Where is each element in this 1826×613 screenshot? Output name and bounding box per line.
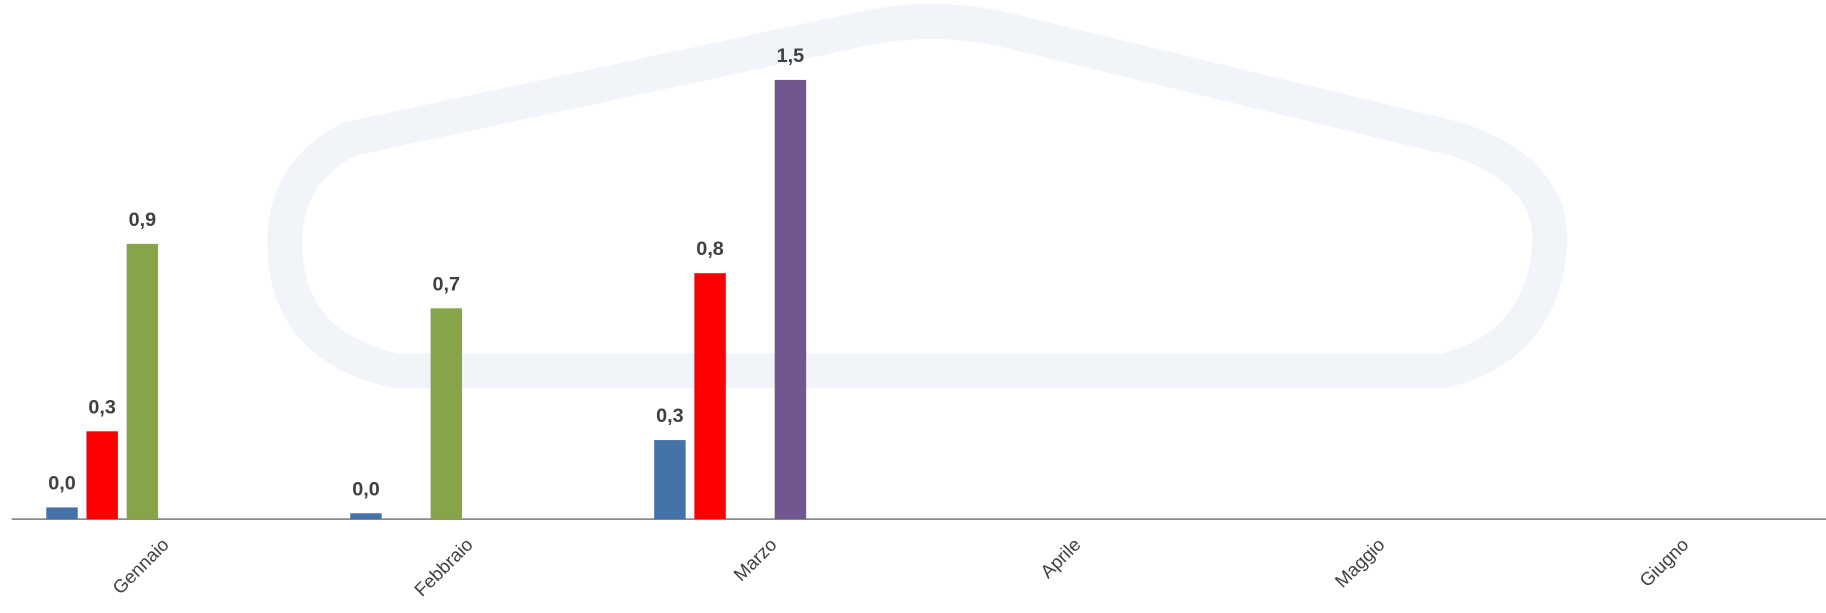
bar [350, 513, 382, 520]
x-tick-label: Gennaio [108, 534, 173, 598]
bar [430, 308, 463, 520]
bar [86, 431, 118, 520]
bar [654, 440, 686, 520]
x-tick-label: Aprile [1036, 534, 1085, 582]
x-tick-label: Giugno [1635, 534, 1692, 591]
value-label: 0,3 [656, 405, 684, 427]
bar [694, 273, 726, 520]
value-label: 1,5 [777, 45, 805, 67]
value-label: 0,9 [129, 209, 157, 231]
value-label: 0,0 [352, 478, 380, 500]
bar [774, 79, 807, 520]
value-label: 0,8 [696, 238, 724, 260]
value-label: 0,0 [48, 472, 76, 494]
x-tick-label: Marzo [729, 534, 780, 585]
x-tick-label: Maggio [1331, 534, 1389, 592]
value-label: 0,7 [433, 273, 461, 295]
watermark [267, 4, 1568, 389]
x-tick-label: Febbraio [410, 534, 477, 601]
bar [126, 243, 159, 520]
value-label: 0,3 [88, 396, 116, 418]
bar [46, 507, 78, 520]
